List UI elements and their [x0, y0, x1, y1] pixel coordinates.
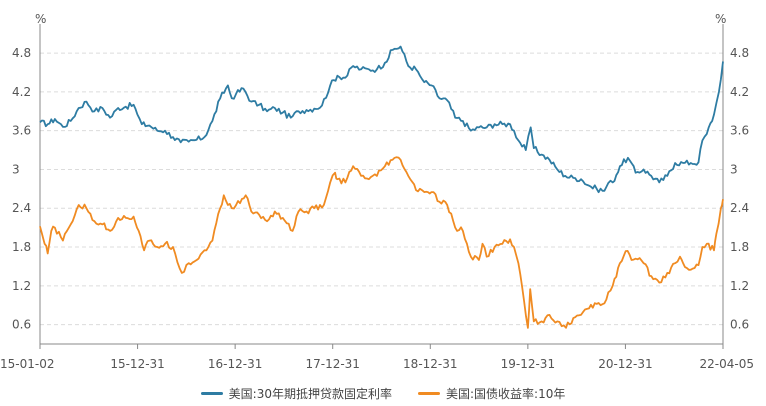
- y-tick-label-left: 0.6: [12, 318, 31, 332]
- legend-label-mortgage-rate: 美国:30年期抵押贷款固定利率: [228, 386, 392, 401]
- right-axis-unit: %: [715, 12, 726, 26]
- y-tick-label-left: 4.2: [12, 85, 31, 99]
- x-tick-label: 16-12-31: [208, 357, 262, 371]
- y-tick-label-right: 3: [730, 162, 738, 176]
- legend-item-mortgage-rate[interactable]: 美国:30年期抵押贷款固定利率: [200, 384, 392, 402]
- left-axis-unit: %: [35, 12, 46, 26]
- y-tick-label-right: 4.8: [730, 46, 749, 60]
- x-tick-label: 18-12-31: [403, 357, 457, 371]
- x-tick-label: 20-12-31: [598, 357, 652, 371]
- y-tick-label-left: 2.4: [12, 201, 31, 215]
- x-tick-label: 15-12-31: [110, 357, 164, 371]
- gridlines: [40, 52, 723, 326]
- line-chart: 0.6 0.6 1.2 1.2 1.8 1.8 2.4 2.4 3 3 3.6 3.6 4.2 4.2 4.…: [0, 12, 754, 371]
- tick-labels: 0.6 0.6 1.2 1.2 1.8 1.8 2.4 2.4 3 3 3.6 3.6 4.2 4.2 4.…: [0, 46, 754, 371]
- series-lines: [39, 45, 724, 329]
- y-tick-label-left: 3: [12, 162, 20, 176]
- y-tick-label-left: 4.8: [12, 46, 31, 60]
- chart-legend: 美国:30年期抵押贷款固定利率 美国:国债收益率:10年: [0, 384, 766, 402]
- legend-label-treasury-yield: 美国:国债收益率:10年: [445, 386, 566, 401]
- x-tick-label: 17-12-31: [305, 357, 359, 371]
- y-tick-label-right: 4.2: [730, 85, 749, 99]
- series-line-treasury-yield: [39, 156, 724, 329]
- x-tick-label: 19-12-31: [501, 357, 555, 371]
- x-tick-label: 15-01-02: [0, 357, 54, 371]
- y-tick-label-right: 3.6: [730, 124, 749, 138]
- y-tick-label-left: 1.2: [12, 279, 31, 293]
- y-tick-label-right: 2.4: [730, 201, 749, 215]
- x-tick-label: 22-04-05: [700, 357, 754, 371]
- axes: [39, 24, 724, 349]
- y-tick-label-right: 1.2: [730, 279, 749, 293]
- y-tick-label-left: 1.8: [12, 240, 31, 254]
- legend-swatch-treasury-yield: [417, 391, 440, 395]
- y-tick-label-right: 0.6: [730, 318, 749, 332]
- legend-swatch-mortgage-rate: [200, 391, 223, 395]
- series-line-mortgage-rate: [39, 45, 724, 194]
- y-tick-label-right: 1.8: [730, 240, 749, 254]
- legend-item-treasury-yield[interactable]: 美国:国债收益率:10年: [417, 384, 566, 402]
- y-tick-label-left: 3.6: [12, 124, 31, 138]
